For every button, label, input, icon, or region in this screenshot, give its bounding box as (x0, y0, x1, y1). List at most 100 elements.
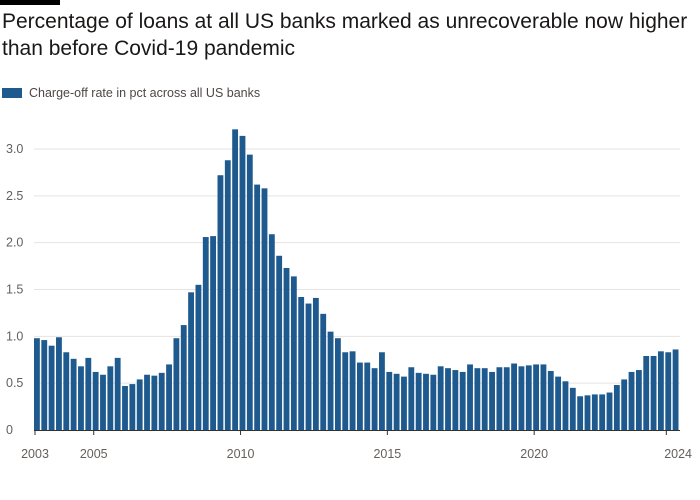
bar (357, 362, 363, 430)
bar (379, 352, 385, 430)
bar (151, 375, 158, 430)
bar (48, 345, 55, 430)
y-tick-label: 2.0 (6, 236, 23, 250)
bar (584, 395, 591, 430)
bar (232, 129, 239, 430)
x-tick-label: 2024 (664, 447, 692, 461)
axes: 0 0.5 1.0 1.5 2.0 2.5 3.0 2003 2005 2010 2015 2020 2… (6, 142, 692, 461)
bar (430, 374, 437, 430)
bar (173, 338, 180, 430)
bar (261, 188, 268, 430)
bar (503, 367, 510, 430)
y-tick-label: 0 (6, 423, 13, 437)
bar (643, 356, 650, 430)
bar (665, 352, 672, 430)
legend-swatch (2, 88, 22, 98)
bar (92, 371, 99, 430)
bar (474, 368, 481, 430)
bar (533, 364, 540, 430)
x-tick-label: 2010 (227, 447, 255, 461)
bar (547, 370, 554, 430)
bar (63, 352, 70, 430)
bar (268, 234, 275, 430)
bar (518, 366, 525, 430)
bar (158, 372, 165, 430)
x-tick-label: 2020 (520, 447, 548, 461)
bar (342, 352, 349, 430)
bar (41, 340, 48, 430)
bar (283, 267, 290, 430)
bar (371, 368, 378, 430)
bar (606, 392, 613, 430)
bar (210, 236, 217, 430)
bar (511, 363, 517, 430)
bar (334, 338, 341, 430)
bar (114, 357, 121, 430)
bar (621, 379, 628, 430)
bar (188, 292, 194, 430)
legend: Charge-off rate in pct across all US ban… (2, 86, 260, 100)
bar (129, 384, 136, 430)
bar (481, 368, 488, 430)
chart-title: Percentage of loans at all US banks mark… (2, 10, 688, 60)
x-tick-label: 2015 (373, 447, 401, 461)
bar (202, 237, 209, 430)
bar (224, 160, 231, 431)
bars (34, 129, 679, 431)
brand-bar (0, 0, 60, 5)
bar (393, 373, 400, 430)
bar (276, 255, 283, 430)
bar (423, 373, 429, 430)
bar (489, 371, 495, 430)
x-tick-label: 2005 (80, 447, 108, 461)
bar (635, 370, 642, 430)
bar (136, 379, 143, 430)
bar (217, 175, 224, 430)
bar (327, 331, 334, 430)
bar (401, 376, 407, 430)
bar (459, 371, 466, 430)
bar (34, 338, 40, 430)
bar (569, 387, 576, 430)
bar (555, 376, 562, 430)
bar (320, 313, 327, 430)
bar (437, 366, 444, 430)
bar (525, 365, 532, 430)
bar (445, 368, 451, 430)
y-tick-label: 2.5 (6, 189, 23, 203)
bar (70, 358, 77, 430)
bar (415, 372, 422, 430)
bar (290, 276, 297, 430)
bar (591, 394, 598, 430)
bar (650, 356, 657, 430)
bar (78, 366, 84, 430)
bar (239, 135, 246, 430)
bar (305, 303, 312, 430)
y-tick-label: 3.0 (6, 142, 23, 156)
bar (254, 184, 261, 430)
bar (100, 374, 106, 430)
bar (349, 351, 356, 430)
bar (467, 364, 473, 430)
bar (166, 364, 172, 430)
bar (540, 364, 547, 430)
bar (122, 385, 128, 430)
bar (246, 154, 253, 430)
gridlines (34, 148, 680, 384)
bar (599, 394, 606, 430)
y-tick-label: 1.0 (6, 329, 23, 343)
bar (364, 362, 371, 430)
bar (107, 366, 114, 430)
bar (56, 337, 62, 430)
bar (577, 396, 584, 430)
bar (144, 374, 150, 430)
x-tick-label: 2003 (21, 447, 49, 461)
bar (496, 367, 503, 430)
bar (628, 371, 635, 430)
bar (562, 381, 569, 430)
bar (408, 367, 415, 430)
bar (613, 385, 620, 430)
bar (180, 325, 187, 430)
bar (195, 284, 202, 430)
